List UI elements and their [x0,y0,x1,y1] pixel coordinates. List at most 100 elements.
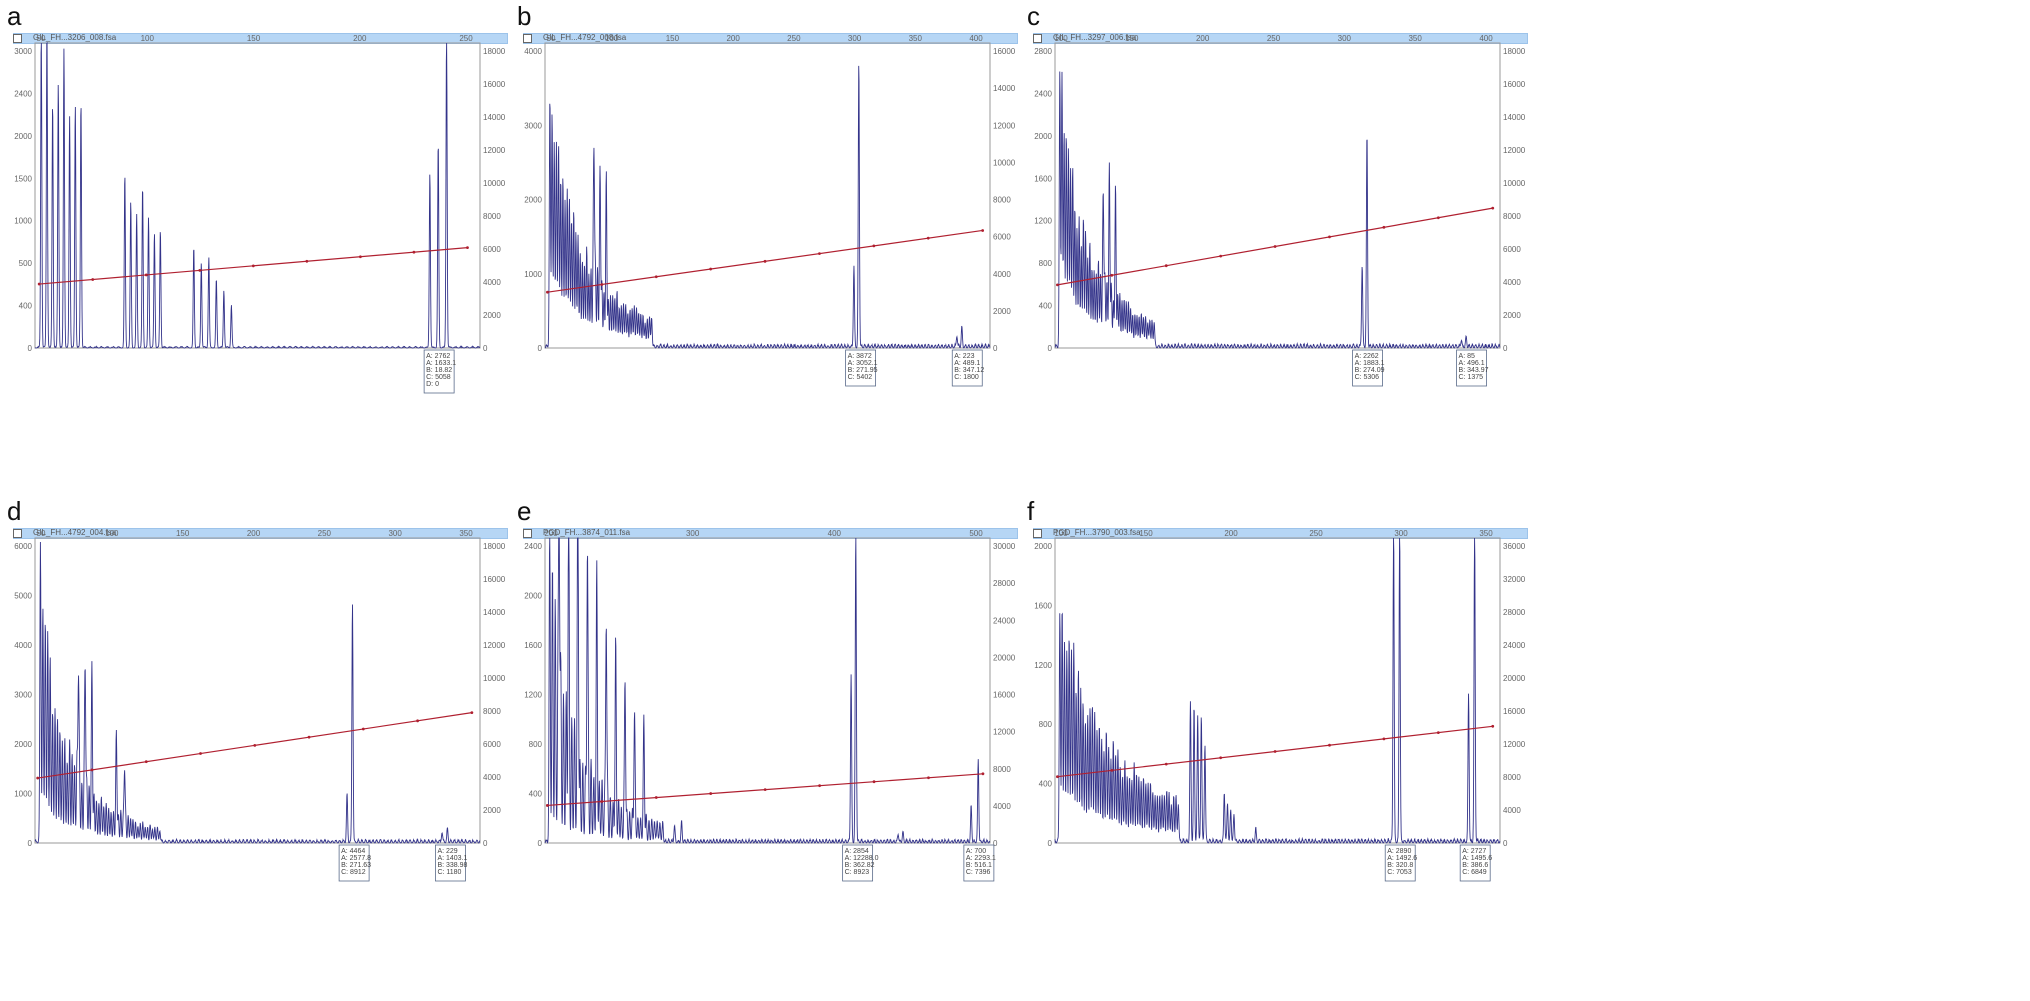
window-title: PGD_FH...3874_011.fsa [543,528,631,537]
x-tick-label: 100 [1054,529,1068,538]
y-right-tick-label: 4000 [1503,278,1521,287]
window-title: GIL_FH...3297_006.fsa [1053,33,1137,42]
fit-line-marker [251,264,255,268]
y-left-tick-label: 0 [538,344,543,353]
plot-frame [1054,42,1501,349]
fit-line-marker [545,804,549,807]
x-tick-label: 150 [1139,529,1153,538]
window-checkbox[interactable] [13,529,22,538]
y-left-tick-label: 1600 [524,641,542,650]
callout-line: C: 7396 [966,869,991,876]
y-right-tick-label: 4000 [483,773,501,782]
window-title: PGD_FH...3790_003.fsa [1053,528,1141,537]
callout-line: A: 2727 [1462,848,1486,855]
fit-line-marker [198,268,202,272]
y-left-tick-label: 1200 [524,691,542,700]
callout-line: A: 1492.6 [1387,855,1417,862]
y-left-tick-label: 1200 [1034,661,1052,670]
chart-panel-e: e PGD_FH...3874_011.fsa 200 300 400 500 2400 20… [515,496,1020,970]
y-left-tick-label: 0 [538,839,543,848]
y-left-tick-label: 800 [529,740,543,749]
fit-line-marker [546,290,549,294]
fit-line-marker [416,719,419,723]
y-left-tick-label: 1000 [14,217,32,226]
callout-line: C: 5058 [426,374,451,381]
x-tick-label: 400 [828,529,842,538]
y-right-tick-label: 12000 [993,121,1016,130]
y-left-tick-label: 2000 [524,592,542,601]
y-left-tick-label: 0 [1048,344,1053,353]
window-checkbox[interactable] [523,34,532,43]
y-left-tick-label: 2000 [14,132,32,141]
fit-line-marker [1273,245,1277,248]
y-left-tick-label: 6000 [14,542,32,551]
x-tick-label: 100 [105,529,119,538]
fit-line-marker [1436,731,1440,735]
y-right-tick-label: 16000 [1503,707,1526,716]
y-right-tick-label: 32000 [1503,575,1526,584]
callout-line: A: 3052.1 [848,360,878,367]
fit-line-marker [1056,775,1059,779]
fit-line-marker [1491,724,1495,728]
fit-line-marker [763,788,767,792]
fit-line-marker [37,282,41,286]
window-title: GIL_FH...4792_004.fsa [33,528,117,537]
callout-line: B: 274.09 [1355,367,1385,374]
callout-line: B: 343.97 [1459,367,1489,374]
fit-line-marker [1056,283,1059,287]
y-right-tick-label: 14000 [1503,113,1526,122]
fit-line-marker [818,784,821,788]
fit-line-marker [412,250,416,254]
callout-line: B: 347.12 [954,367,984,374]
x-tick-label: 400 [1479,34,1493,43]
y-left-tick-label: 3000 [14,691,32,700]
y-right-tick-label: 16000 [993,47,1016,56]
window-checkbox[interactable] [1033,529,1042,538]
y-left-tick-label: 2800 [1034,47,1052,56]
x-tick-label: 500 [969,529,983,538]
fit-line-marker [1491,206,1495,210]
y-right-tick-label: 0 [993,344,998,353]
callout-line: B: 271.63 [341,862,371,869]
y-right-tick-label: 28000 [993,579,1016,588]
fit-line-marker [199,752,202,755]
y-left-tick-label: 0 [1048,839,1053,848]
y-right-tick-label: 12000 [993,728,1016,737]
callout-line: C: 8923 [845,869,870,876]
callout-line: A: 489.1 [954,360,980,367]
x-tick-label: 300 [388,529,402,538]
fit-line-marker [872,244,876,248]
fit-line-marker [1219,756,1223,760]
electropherogram-plot: 50 100 150 200 250 3000 2400 2000 1500 1000 500 400… [14,34,506,394]
y-right-tick-label: 2000 [483,311,501,320]
y-right-tick-label: 10000 [993,158,1016,167]
x-tick-label: 100 [605,34,619,43]
panel-letter: d [7,496,22,526]
callout-line: A: 1633.1 [426,360,456,367]
x-tick-label: 200 [726,34,740,43]
plot-frame [544,42,991,349]
window-checkbox[interactable] [1033,34,1042,43]
window-checkbox[interactable] [13,34,22,43]
signal-trace [34,41,481,349]
fit-line-marker [927,776,930,780]
callout-line: A: 1495.6 [1462,855,1492,862]
fit-line-marker [144,760,148,764]
y-right-tick-label: 10000 [483,674,506,683]
window-title: GIL_FH...4792_008.fsa [543,33,627,42]
electropherogram-plot: 200 300 400 5002400200016001200800400030000… [524,529,1016,882]
x-tick-label: 100 [141,34,155,43]
fit-line-marker [981,772,985,776]
callout-line: C: 5306 [1355,374,1380,381]
x-tick-label: 200 [544,529,558,538]
y-right-tick-label: 6000 [483,245,501,254]
x-tick-label: 250 [1267,34,1281,43]
callout-line: C: 1800 [954,374,979,381]
y-left-tick-label: 400 [1039,302,1053,311]
window-checkbox[interactable] [523,529,532,538]
